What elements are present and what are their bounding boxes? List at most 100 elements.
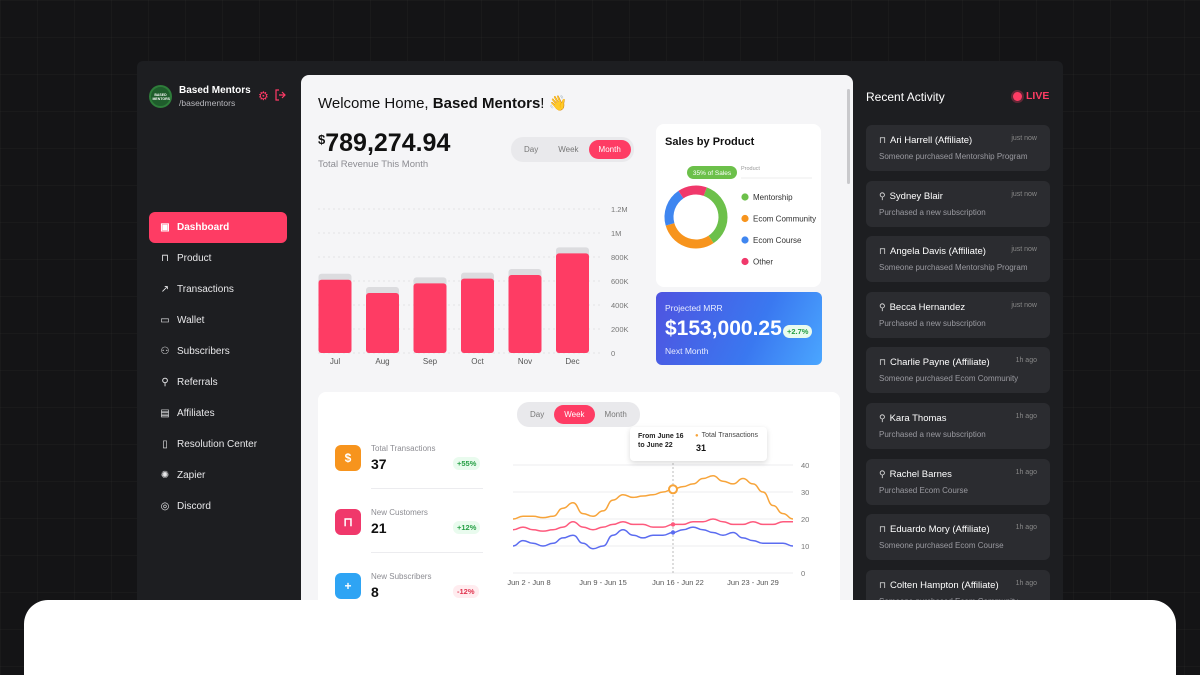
x-tick-label: Oct [471, 357, 484, 366]
sidebar-item-subscribers[interactable]: ⚇ Subscribers [149, 336, 287, 367]
stat-label: New Customers [371, 508, 428, 517]
wallet-icon: ▭ [160, 315, 170, 326]
activity-item[interactable]: ⚲ Becca Hernandez just now Purchased a new … [866, 291, 1050, 338]
series-line[interactable] [512, 526, 794, 550]
y-tick-label: 800K [611, 253, 629, 262]
activity-item[interactable]: ⚲ Kara Thomas 1h ago Purchased a new subscr… [866, 403, 1050, 449]
sidebar-item-referrals[interactable]: ⚲ Referrals [149, 367, 287, 398]
main-scrollbar[interactable] [847, 89, 850, 184]
donut-slice[interactable] [664, 190, 684, 226]
bar[interactable] [366, 293, 399, 353]
sidebar-item-transactions[interactable]: ↗ Transactions [149, 274, 287, 305]
revenue-amount: $789,274.94 [318, 129, 450, 158]
bar[interactable] [461, 278, 494, 353]
sidebar-item-product[interactable]: ⊓ Product [149, 243, 287, 274]
activity-item[interactable]: ⚲ Sydney Blair just now Purchased a new sub… [866, 180, 1050, 227]
bar[interactable] [318, 279, 352, 353]
sidebar: BASED MENTORS Based Mentors /basedmentor… [137, 61, 301, 621]
range-tabs-top: Day Week Month [511, 137, 634, 162]
dashboard-icon: ▣ [160, 222, 170, 233]
activity-desc: Someone purchased Mentorship Program [879, 152, 1028, 161]
tab-month[interactable]: Month [604, 410, 627, 419]
legend-label: Other [753, 258, 773, 267]
sidebar-item-zapier[interactable]: ✺ Zapier [149, 460, 287, 491]
user-icon: ⚲ [879, 190, 886, 201]
series-line[interactable] [512, 518, 793, 532]
activity-name: Kara Thomas [889, 413, 947, 424]
bar[interactable] [413, 283, 447, 353]
activity-item[interactable]: ⊓ Angela Davis (Affiliate) just now Someone… [866, 236, 1050, 283]
profile[interactable]: BASED MENTORS Based Mentors /basedmentor… [149, 85, 251, 108]
activity-time: 1h ago [1015, 579, 1037, 587]
activity-desc: Someone purchased Ecom Community [879, 374, 1019, 384]
activity-desc: Purchased a new subscription [879, 430, 986, 439]
legend-label: Ecom Community [753, 215, 816, 224]
tab-week[interactable]: Week [554, 405, 595, 424]
sidebar-item-label: Dashboard [177, 222, 230, 233]
donut-slice[interactable] [665, 222, 714, 249]
stat-badge: +55% [453, 457, 481, 470]
activity-time: just now [1011, 135, 1037, 142]
y-tick-label: 10 [801, 542, 809, 551]
bar[interactable] [508, 275, 542, 353]
donut-slice[interactable] [703, 187, 728, 244]
x-tick-label: Aug [375, 357, 389, 366]
activity-item[interactable]: ⊓ Ari Harrell (Affiliate) just now Someone … [866, 125, 1050, 171]
shopping-bag-icon: ⊓ [879, 135, 887, 145]
x-tick-label: Jul [330, 357, 340, 366]
tab-month[interactable]: Month [588, 140, 631, 159]
activity-name: Angela Davis (Affiliate) [890, 246, 986, 258]
legend-header: Product [741, 166, 760, 172]
highlight-point [670, 530, 676, 535]
legend-dot [741, 193, 749, 201]
tab-day[interactable]: Day [524, 145, 539, 154]
activity-name: Eduardo Mory (Affiliate) [890, 524, 990, 536]
activity-name: Colten Hampton (Affiliate) [890, 579, 999, 591]
shopping-bag-icon: ⊓ [879, 524, 887, 535]
user-plus-icon: + [335, 573, 361, 599]
x-tick-label: Jun 2 - Jun 8 [507, 578, 550, 587]
legend-label: Mentorship [753, 193, 793, 202]
trend-icon: ↗ [160, 284, 170, 295]
id-card-icon: ▤ [160, 408, 170, 419]
shopping-bag-icon: ⊓ [335, 509, 361, 535]
sidebar-item-label: Wallet [177, 315, 205, 326]
avatar: BASED MENTORS [149, 85, 172, 108]
sidebar-item-label: Discord [177, 501, 211, 512]
profile-handle: /basedmentors [179, 98, 236, 108]
x-tick-label: Dec [565, 357, 579, 366]
highlight-point [668, 484, 678, 495]
gear-icon[interactable]: ⚙ [258, 89, 269, 103]
y-tick-label: 30 [801, 488, 809, 497]
sidebar-item-dashboard[interactable]: ▣ Dashboard [149, 212, 287, 243]
bar[interactable] [556, 253, 589, 353]
activity-name: Rachel Barnes [889, 468, 952, 480]
divider [371, 488, 483, 489]
dollar-icon: $ [335, 445, 361, 471]
sidebar-item-wallet[interactable]: ▭ Wallet [149, 305, 287, 336]
sidebar-item-discord[interactable]: ◎ Discord [149, 491, 287, 522]
donut-slice[interactable] [678, 185, 707, 199]
sidebar-item-resolution-center[interactable]: ▯ Resolution Center [149, 429, 287, 460]
activity-name: Charlie Payne (Affiliate) [890, 357, 990, 369]
divider [371, 552, 483, 553]
sidebar-item-affiliates[interactable]: ▤ Affiliates [149, 398, 287, 429]
x-tick-label: Sep [423, 357, 438, 366]
activity-name: Ari Harrell (Affiliate) [890, 135, 973, 146]
tab-day[interactable]: Day [530, 410, 545, 419]
activity-desc: Purchased a new subscription [879, 318, 986, 328]
series-line[interactable] [512, 475, 794, 520]
y-tick-label: 0 [801, 569, 805, 578]
activity-name: Becca Hernandez [889, 301, 966, 313]
shopping-bag-icon: ⊓ [879, 579, 887, 590]
activity-desc: Someone purchased Mentorship Program [879, 263, 1028, 273]
sidebar-nav: ▣ Dashboard ⊓ Product ↗ Transactions ▭ Wallet ⚇ S… [149, 212, 287, 522]
tab-week[interactable]: Week [558, 145, 579, 154]
activity-item[interactable]: ⊓ Eduardo Mory (Affiliate) 1h ago Someone p… [866, 514, 1050, 561]
y-tick-label: 400K [611, 301, 629, 310]
sidebar-item-label: Zapier [177, 470, 206, 481]
activity-item[interactable]: ⚲ Rachel Barnes 1h ago Purchased Ecom Cours… [866, 458, 1050, 505]
activity-time: 1h ago [1015, 413, 1037, 420]
logout-icon[interactable] [274, 89, 286, 104]
activity-item[interactable]: ⊓ Charlie Payne (Affiliate) 1h ago Someone … [866, 347, 1050, 394]
